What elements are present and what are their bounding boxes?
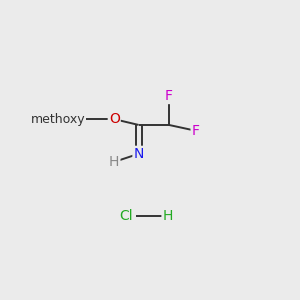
Text: Cl: Cl: [119, 209, 133, 223]
Text: F: F: [192, 124, 200, 138]
Text: F: F: [165, 89, 173, 103]
Text: N: N: [134, 147, 144, 161]
Text: H: H: [163, 209, 173, 223]
Text: H: H: [109, 155, 119, 169]
Text: methoxy: methoxy: [31, 113, 85, 126]
Text: O: O: [109, 112, 120, 126]
